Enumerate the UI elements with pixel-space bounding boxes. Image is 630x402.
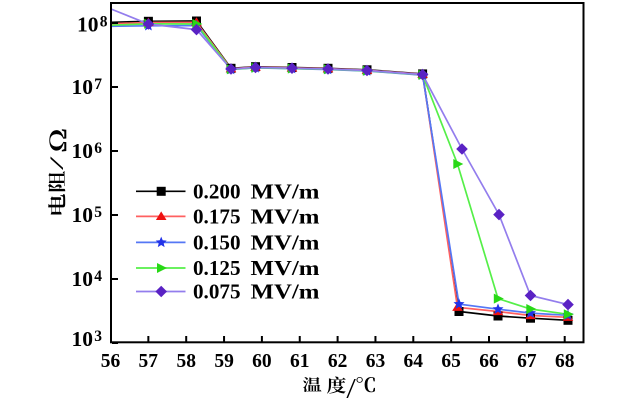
svg-text:0.075: 0.075 <box>193 280 241 304</box>
svg-text:0.200: 0.200 <box>193 179 241 203</box>
svg-text:0.175: 0.175 <box>193 204 241 228</box>
svg-text:MV/m: MV/m <box>251 179 320 203</box>
svg-text:64: 64 <box>404 351 424 372</box>
svg-text:MV/m: MV/m <box>251 204 320 228</box>
svg-text:8: 8 <box>100 14 108 31</box>
svg-text:0.125: 0.125 <box>193 256 241 280</box>
svg-text:10: 10 <box>72 267 94 291</box>
svg-text:MV/m: MV/m <box>251 280 320 304</box>
svg-text:4: 4 <box>94 268 102 285</box>
svg-text:5: 5 <box>94 204 102 221</box>
svg-text:6: 6 <box>94 140 102 157</box>
svg-text:10: 10 <box>72 139 94 163</box>
svg-text:67: 67 <box>517 351 537 372</box>
svg-text:10: 10 <box>77 13 99 37</box>
svg-text:MV/m: MV/m <box>251 230 320 254</box>
svg-text:60: 60 <box>252 351 272 372</box>
svg-text:56: 56 <box>101 351 121 372</box>
svg-text:59: 59 <box>214 351 234 372</box>
svg-text:0.150: 0.150 <box>193 230 241 254</box>
svg-text:66: 66 <box>479 351 499 372</box>
svg-text:62: 62 <box>328 351 348 372</box>
svg-text:68: 68 <box>555 351 575 372</box>
svg-text:63: 63 <box>366 351 386 372</box>
svg-text:10: 10 <box>72 203 94 227</box>
svg-text:10: 10 <box>72 327 94 351</box>
svg-text:58: 58 <box>176 351 196 372</box>
svg-text:10: 10 <box>72 75 94 99</box>
svg-text:7: 7 <box>94 76 102 93</box>
svg-text:3: 3 <box>94 328 102 345</box>
svg-text:61: 61 <box>290 351 310 372</box>
svg-text:65: 65 <box>441 351 461 372</box>
svg-text:MV/m: MV/m <box>251 256 320 280</box>
svg-text:57: 57 <box>139 351 159 372</box>
